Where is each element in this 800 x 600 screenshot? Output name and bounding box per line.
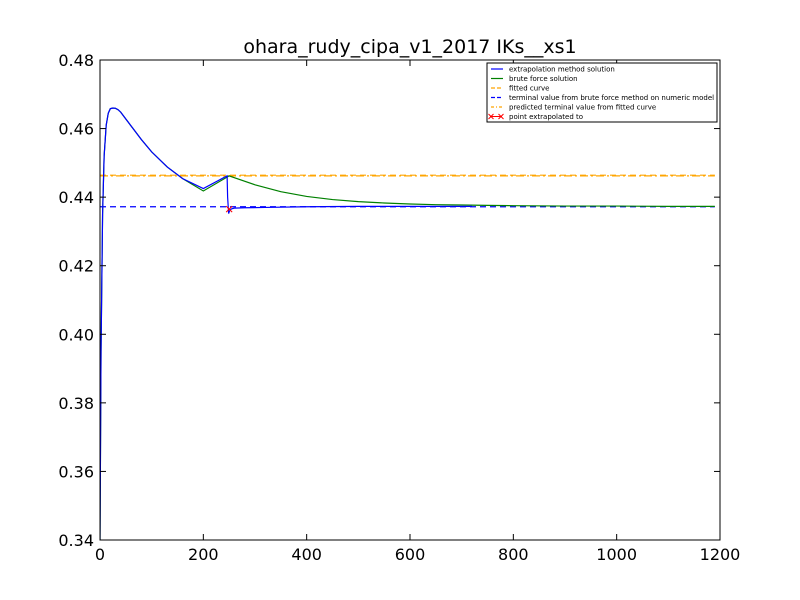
x-tick-label: 200 [188,545,219,564]
legend-entry: predicted terminal value from fitted cur… [491,104,656,112]
legend-entry: terminal value from brute force method o… [491,94,714,102]
marker-stroke-b [225,205,233,213]
legend-label: brute force solution [509,75,578,83]
legend-entry: point extrapolated to [488,113,583,121]
plot-content [100,107,715,540]
y-tick-label: 0.34 [58,531,94,550]
y-tick-label: 0.42 [58,257,94,276]
y-tick-label: 0.44 [58,188,94,207]
legend-entry: fitted curve [491,85,550,93]
legend-entry: extrapolation method solution [491,66,615,74]
legend-label: point extrapolated to [509,113,583,121]
x-tick-label: 1000 [596,545,637,564]
axis-ticks: 0 200 400 600 800 1000 1200 0.34 0.36 0.38 0.40 0.4… [58,51,740,564]
legend-swatch-x [488,113,494,120]
legend-swatch-x [498,113,504,120]
x-tick-label: 800 [498,545,529,564]
chart-title: ohara_rudy_cipa_v1_2017 IKs__xs1 [243,36,576,58]
series-line-extrapolation-method-solution [100,107,472,540]
y-tick-label: 0.40 [58,325,94,344]
y-tick-label: 0.48 [58,51,94,70]
legend-label: fitted curve [509,85,550,93]
x-tick-label: 400 [291,545,322,564]
legend-label: terminal value from brute force method o… [509,94,714,102]
y-tick-label: 0.38 [58,394,94,413]
legend-label: predicted terminal value from fitted cur… [509,104,656,112]
marker-point-extrapolated-0 [225,205,233,213]
y-tick-label: 0.36 [58,462,94,481]
series-line-brute-force-solution [100,107,715,540]
legend-entry: brute force solution [491,75,578,83]
x-tick-label: 600 [395,545,426,564]
legend-box [486,62,718,123]
plot-frame [99,59,721,541]
y-tick-label: 0.46 [58,120,94,139]
x-tick-label: 1200 [700,545,741,564]
legend-label: extrapolation method solution [509,66,615,74]
x-tick-label: 0 [95,545,105,564]
